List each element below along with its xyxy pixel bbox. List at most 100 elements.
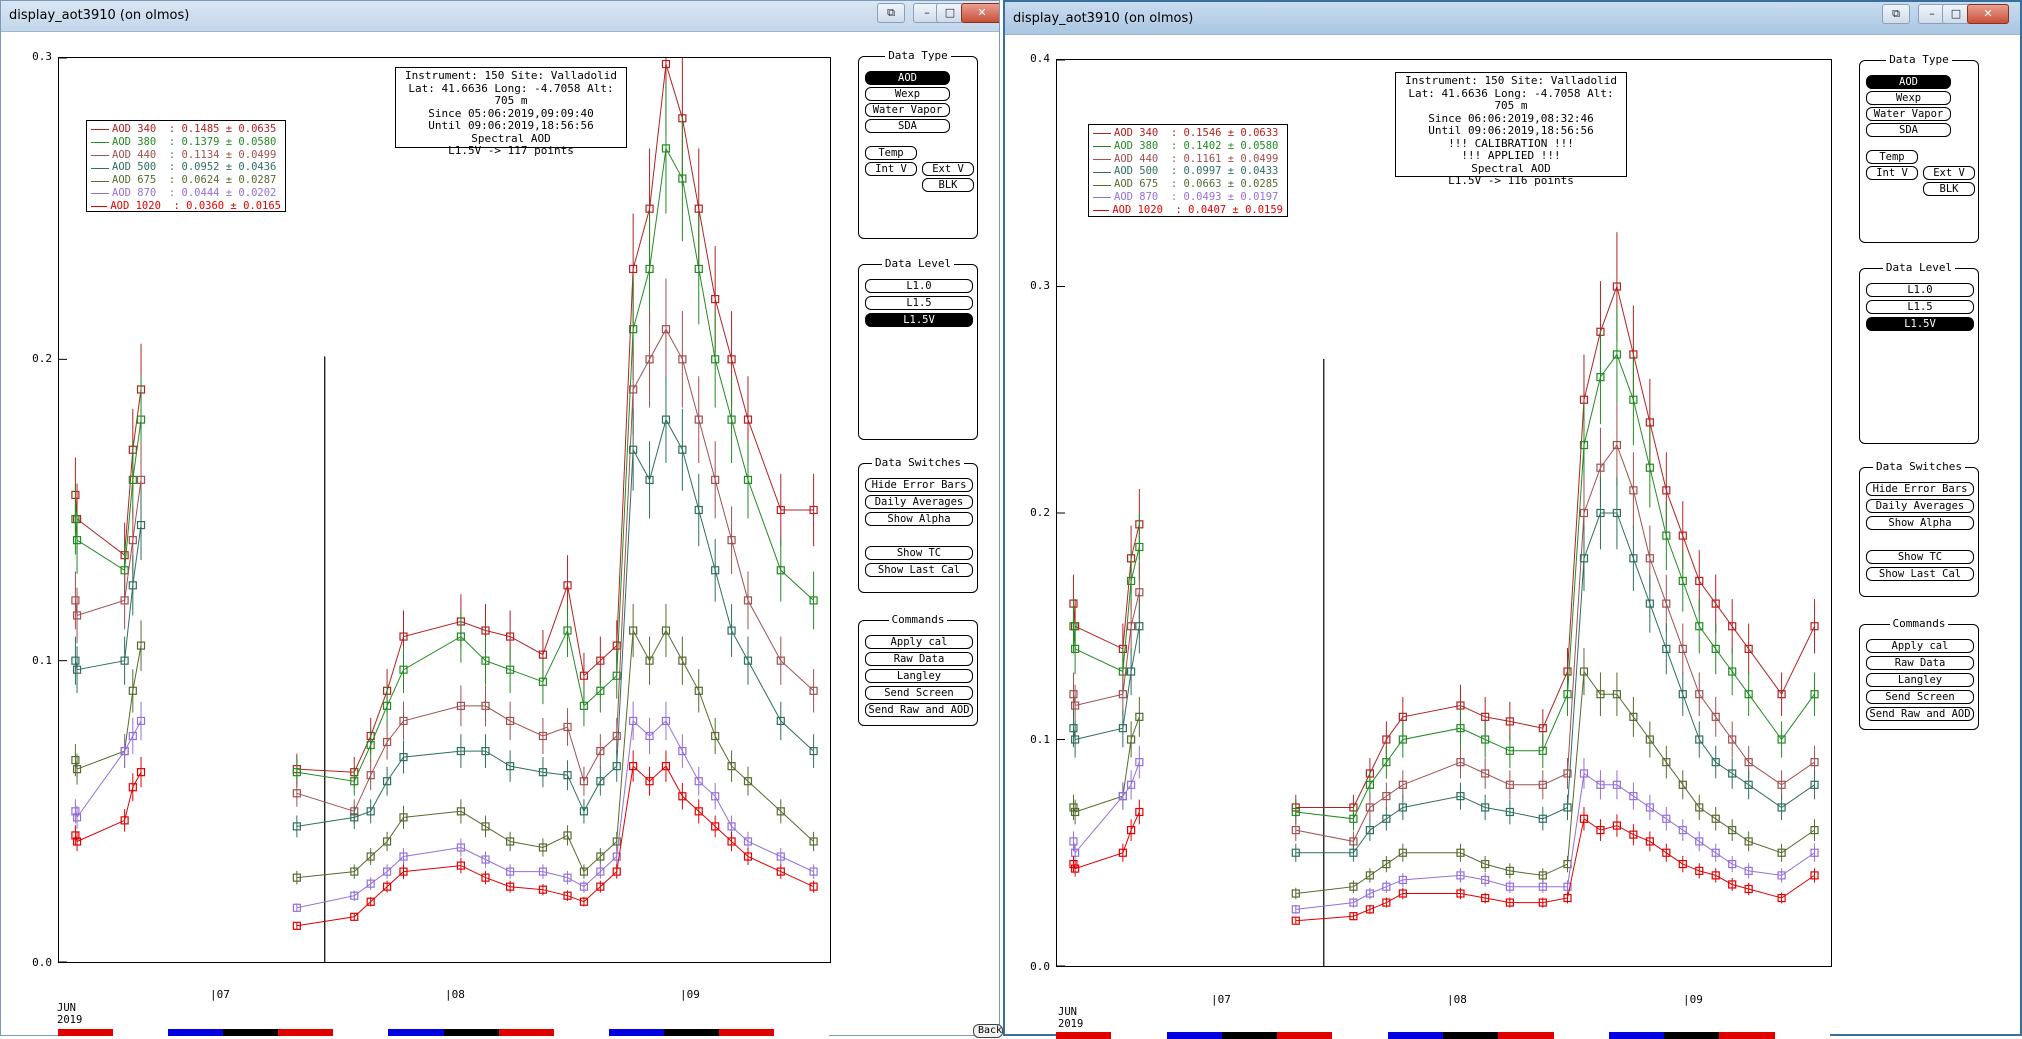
data-point bbox=[136, 520, 146, 530]
right-help-button[interactable]: ⧉ bbox=[1882, 4, 1910, 24]
data-point bbox=[1481, 875, 1490, 885]
right-btn-blk[interactable]: BLK bbox=[1923, 182, 1975, 196]
data-point bbox=[743, 415, 753, 424]
left-btn-send-raw-and-aod[interactable]: Send Raw and AOD bbox=[865, 703, 973, 717]
left-maximize-button[interactable]: □ bbox=[936, 3, 964, 23]
data-point bbox=[743, 777, 753, 786]
left-btn-wexp[interactable]: Wexp bbox=[865, 87, 950, 101]
right-btn-raw-data[interactable]: Raw Data bbox=[1866, 656, 1974, 670]
left-btn-send-screen[interactable]: Send Screen bbox=[865, 686, 973, 700]
right-btn-apply-cal[interactable]: Apply cal bbox=[1866, 639, 1974, 653]
data-point bbox=[1538, 746, 1547, 755]
right-panel-data-switches: Data Switches Hide Error Bars Daily Averag… bbox=[1859, 460, 1979, 597]
right-btn-int-v[interactable]: Int V bbox=[1866, 166, 1918, 180]
right-btn-aod[interactable]: AOD bbox=[1866, 75, 1951, 89]
right-btn-water-vapor[interactable]: Water Vapor bbox=[1866, 107, 1951, 121]
data-point bbox=[292, 921, 301, 930]
left-panel-data-type: Data Type AOD Wexp Water Vapor SDA Temp Int V E… bbox=[858, 49, 978, 239]
data-point bbox=[1810, 825, 1819, 835]
right-btn-langley[interactable]: Langley bbox=[1866, 673, 1974, 687]
data-point bbox=[1579, 508, 1589, 518]
right-btn-send-screen[interactable]: Send Screen bbox=[1866, 690, 1974, 704]
data-point bbox=[711, 294, 720, 304]
data-point bbox=[538, 650, 548, 659]
left-btn-show-last-cal[interactable]: Show Last Cal bbox=[865, 563, 973, 577]
right-btn-show-last-cal[interactable]: Show Last Cal bbox=[1866, 567, 1974, 581]
left-btn-hide-error-bars[interactable]: Hide Error Bars bbox=[865, 478, 973, 492]
data-point bbox=[1645, 803, 1654, 812]
left-btn-sda[interactable]: SDA bbox=[865, 119, 950, 133]
legend-label: AOD 870 : 0.0444 ± 0.0202 bbox=[112, 186, 277, 199]
right-btn-hide-error-bars[interactable]: Hide Error Bars bbox=[1866, 482, 1974, 496]
right-btn-ext-v[interactable]: Ext V bbox=[1923, 166, 1975, 180]
series-aod-500 bbox=[71, 376, 818, 838]
left-btn-show-tc[interactable]: Show TC bbox=[865, 546, 973, 560]
left-btn-l1-5[interactable]: L1.5 bbox=[865, 296, 973, 310]
left-btn-l1-0[interactable]: L1.0 bbox=[865, 279, 973, 293]
legend-marker-icon bbox=[91, 137, 109, 147]
legend-item: AOD 440 : 0.1134 ± 0.0499 bbox=[91, 149, 281, 162]
right-btn-wexp[interactable]: Wexp bbox=[1866, 91, 1951, 105]
data-point bbox=[1596, 373, 1605, 382]
data-point bbox=[506, 837, 515, 846]
data-point bbox=[809, 867, 818, 876]
right-btn-temp[interactable]: Temp bbox=[1866, 150, 1918, 164]
right-btn-l1-5v[interactable]: L1.5V bbox=[1866, 317, 1974, 331]
left-btn-int-v[interactable]: Int V bbox=[865, 162, 917, 176]
left-btn-apply-cal[interactable]: Apply cal bbox=[865, 635, 973, 649]
data-point bbox=[711, 792, 720, 801]
data-point bbox=[579, 867, 589, 876]
data-point bbox=[1456, 889, 1465, 898]
data-point bbox=[612, 671, 621, 680]
right-btn-show-tc[interactable]: Show TC bbox=[1866, 550, 1974, 564]
right-btn-l1-0[interactable]: L1.0 bbox=[1866, 283, 1974, 297]
data-point bbox=[1069, 622, 1078, 631]
left-info-box: Instrument: 150 Site: Valladolid Lat: 41.… bbox=[395, 67, 627, 157]
right-titlebar[interactable]: display_aot3910 (on olmos) ⧉ – □ ✕ bbox=[1005, 2, 2020, 35]
left-btn-ext-v[interactable]: Ext V bbox=[922, 162, 974, 176]
panel-title-text: Data Type bbox=[1886, 53, 1952, 66]
data-point bbox=[661, 415, 671, 424]
left-titlebar[interactable]: display_aot3910 (on olmos) ⧉ – □ ✕ bbox=[1, 1, 999, 32]
data-point bbox=[456, 843, 466, 852]
left-btn-show-alpha[interactable]: Show Alpha bbox=[865, 512, 973, 526]
left-btn-raw-data[interactable]: Raw Data bbox=[865, 652, 973, 666]
legend-item: AOD 870 : 0.0493 ± 0.0197 bbox=[1093, 191, 1283, 204]
data-point bbox=[1777, 690, 1786, 699]
right-btn-daily-averages[interactable]: Daily Averages bbox=[1866, 499, 1974, 513]
left-btn-temp[interactable]: Temp bbox=[865, 146, 917, 160]
left-btn-langley[interactable]: Langley bbox=[865, 669, 973, 683]
data-point bbox=[481, 701, 490, 710]
left-close-button[interactable]: ✕ bbox=[961, 3, 999, 23]
series-line bbox=[1073, 811, 1815, 922]
right-close-button[interactable]: ✕ bbox=[1967, 4, 2009, 24]
right-btn-sda[interactable]: SDA bbox=[1866, 123, 1951, 137]
info-line: Instrument: 150 Site: Valladolid bbox=[1405, 74, 1617, 87]
data-point bbox=[399, 813, 408, 822]
legend-marker-icon bbox=[91, 201, 108, 211]
data-point bbox=[382, 882, 392, 891]
right-maximize-button[interactable]: □ bbox=[1942, 4, 1970, 24]
left-btn-l1-5v[interactable]: L1.5V bbox=[865, 313, 973, 327]
data-point bbox=[645, 656, 654, 665]
info-line: Until 09:06:2019,18:56:56 bbox=[1428, 124, 1594, 137]
right-btn-l1-5[interactable]: L1.5 bbox=[1866, 300, 1974, 314]
data-point bbox=[727, 762, 736, 771]
left-btn-daily-averages[interactable]: Daily Averages bbox=[865, 495, 973, 509]
right-btn-show-alpha[interactable]: Show Alpha bbox=[1866, 516, 1974, 530]
data-point bbox=[1481, 735, 1490, 744]
data-point bbox=[366, 771, 375, 780]
series-aod-380 bbox=[71, 83, 818, 796]
data-point bbox=[1810, 622, 1819, 631]
left-btn-aod[interactable]: AOD bbox=[865, 71, 950, 85]
data-point bbox=[1127, 576, 1136, 586]
left-help-button[interactable]: ⧉ bbox=[877, 3, 905, 23]
left-btn-blk[interactable]: BLK bbox=[922, 178, 974, 192]
data-point bbox=[1071, 644, 1080, 654]
right-btn-send-raw-and-aod[interactable]: Send Raw and AOD bbox=[1866, 707, 1974, 721]
data-point bbox=[71, 831, 80, 840]
data-point bbox=[711, 822, 720, 831]
data-point bbox=[1135, 588, 1144, 597]
left-btn-water-vapor[interactable]: Water Vapor bbox=[865, 103, 950, 117]
data-point bbox=[1071, 701, 1080, 710]
